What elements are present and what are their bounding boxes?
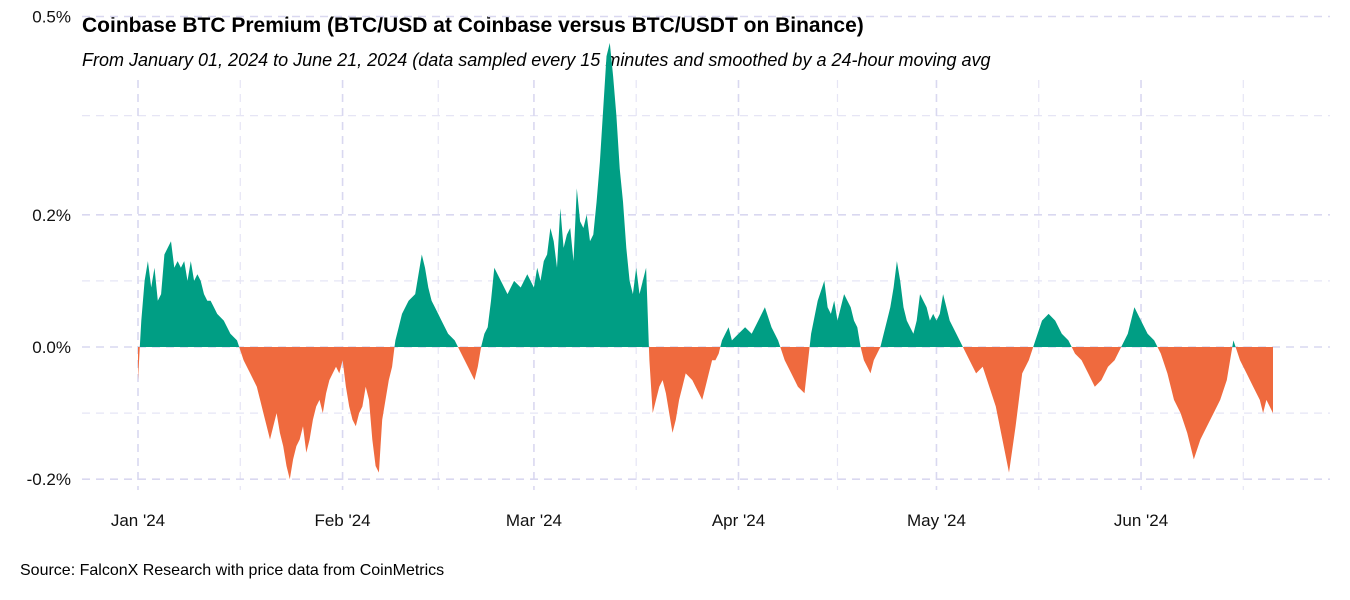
x-axis: Jan '24 Feb '24 Mar '24 Apr '24 May '24 Jun '…: [111, 511, 1168, 530]
area-series: [138, 42, 1273, 480]
y-axis: 0.5% 0.2% 0.0% -0.2%: [27, 8, 71, 490]
x-tick-label: Feb '24: [314, 511, 370, 530]
y-tick-label: 0.5%: [32, 8, 71, 27]
y-tick-label: -0.2%: [27, 470, 71, 489]
chart-source: Source: FalconX Research with price data…: [20, 562, 445, 579]
x-tick-label: May '24: [907, 511, 966, 530]
chart-subtitle: From January 01, 2024 to June 21, 2024 (…: [82, 50, 991, 70]
y-tick-label: 0.0%: [32, 338, 71, 357]
x-tick-label: Mar '24: [506, 511, 562, 530]
y-tick-label: 0.2%: [32, 206, 71, 225]
x-tick-label: Jan '24: [111, 511, 165, 530]
premium-positive-area: [138, 42, 1273, 348]
premium-negative-area: [138, 347, 1273, 480]
x-tick-label: Apr '24: [712, 511, 765, 530]
x-tick-label: Jun '24: [1114, 511, 1168, 530]
chart-title: Coinbase BTC Premium (BTC/USD at Coinbas…: [82, 14, 864, 37]
